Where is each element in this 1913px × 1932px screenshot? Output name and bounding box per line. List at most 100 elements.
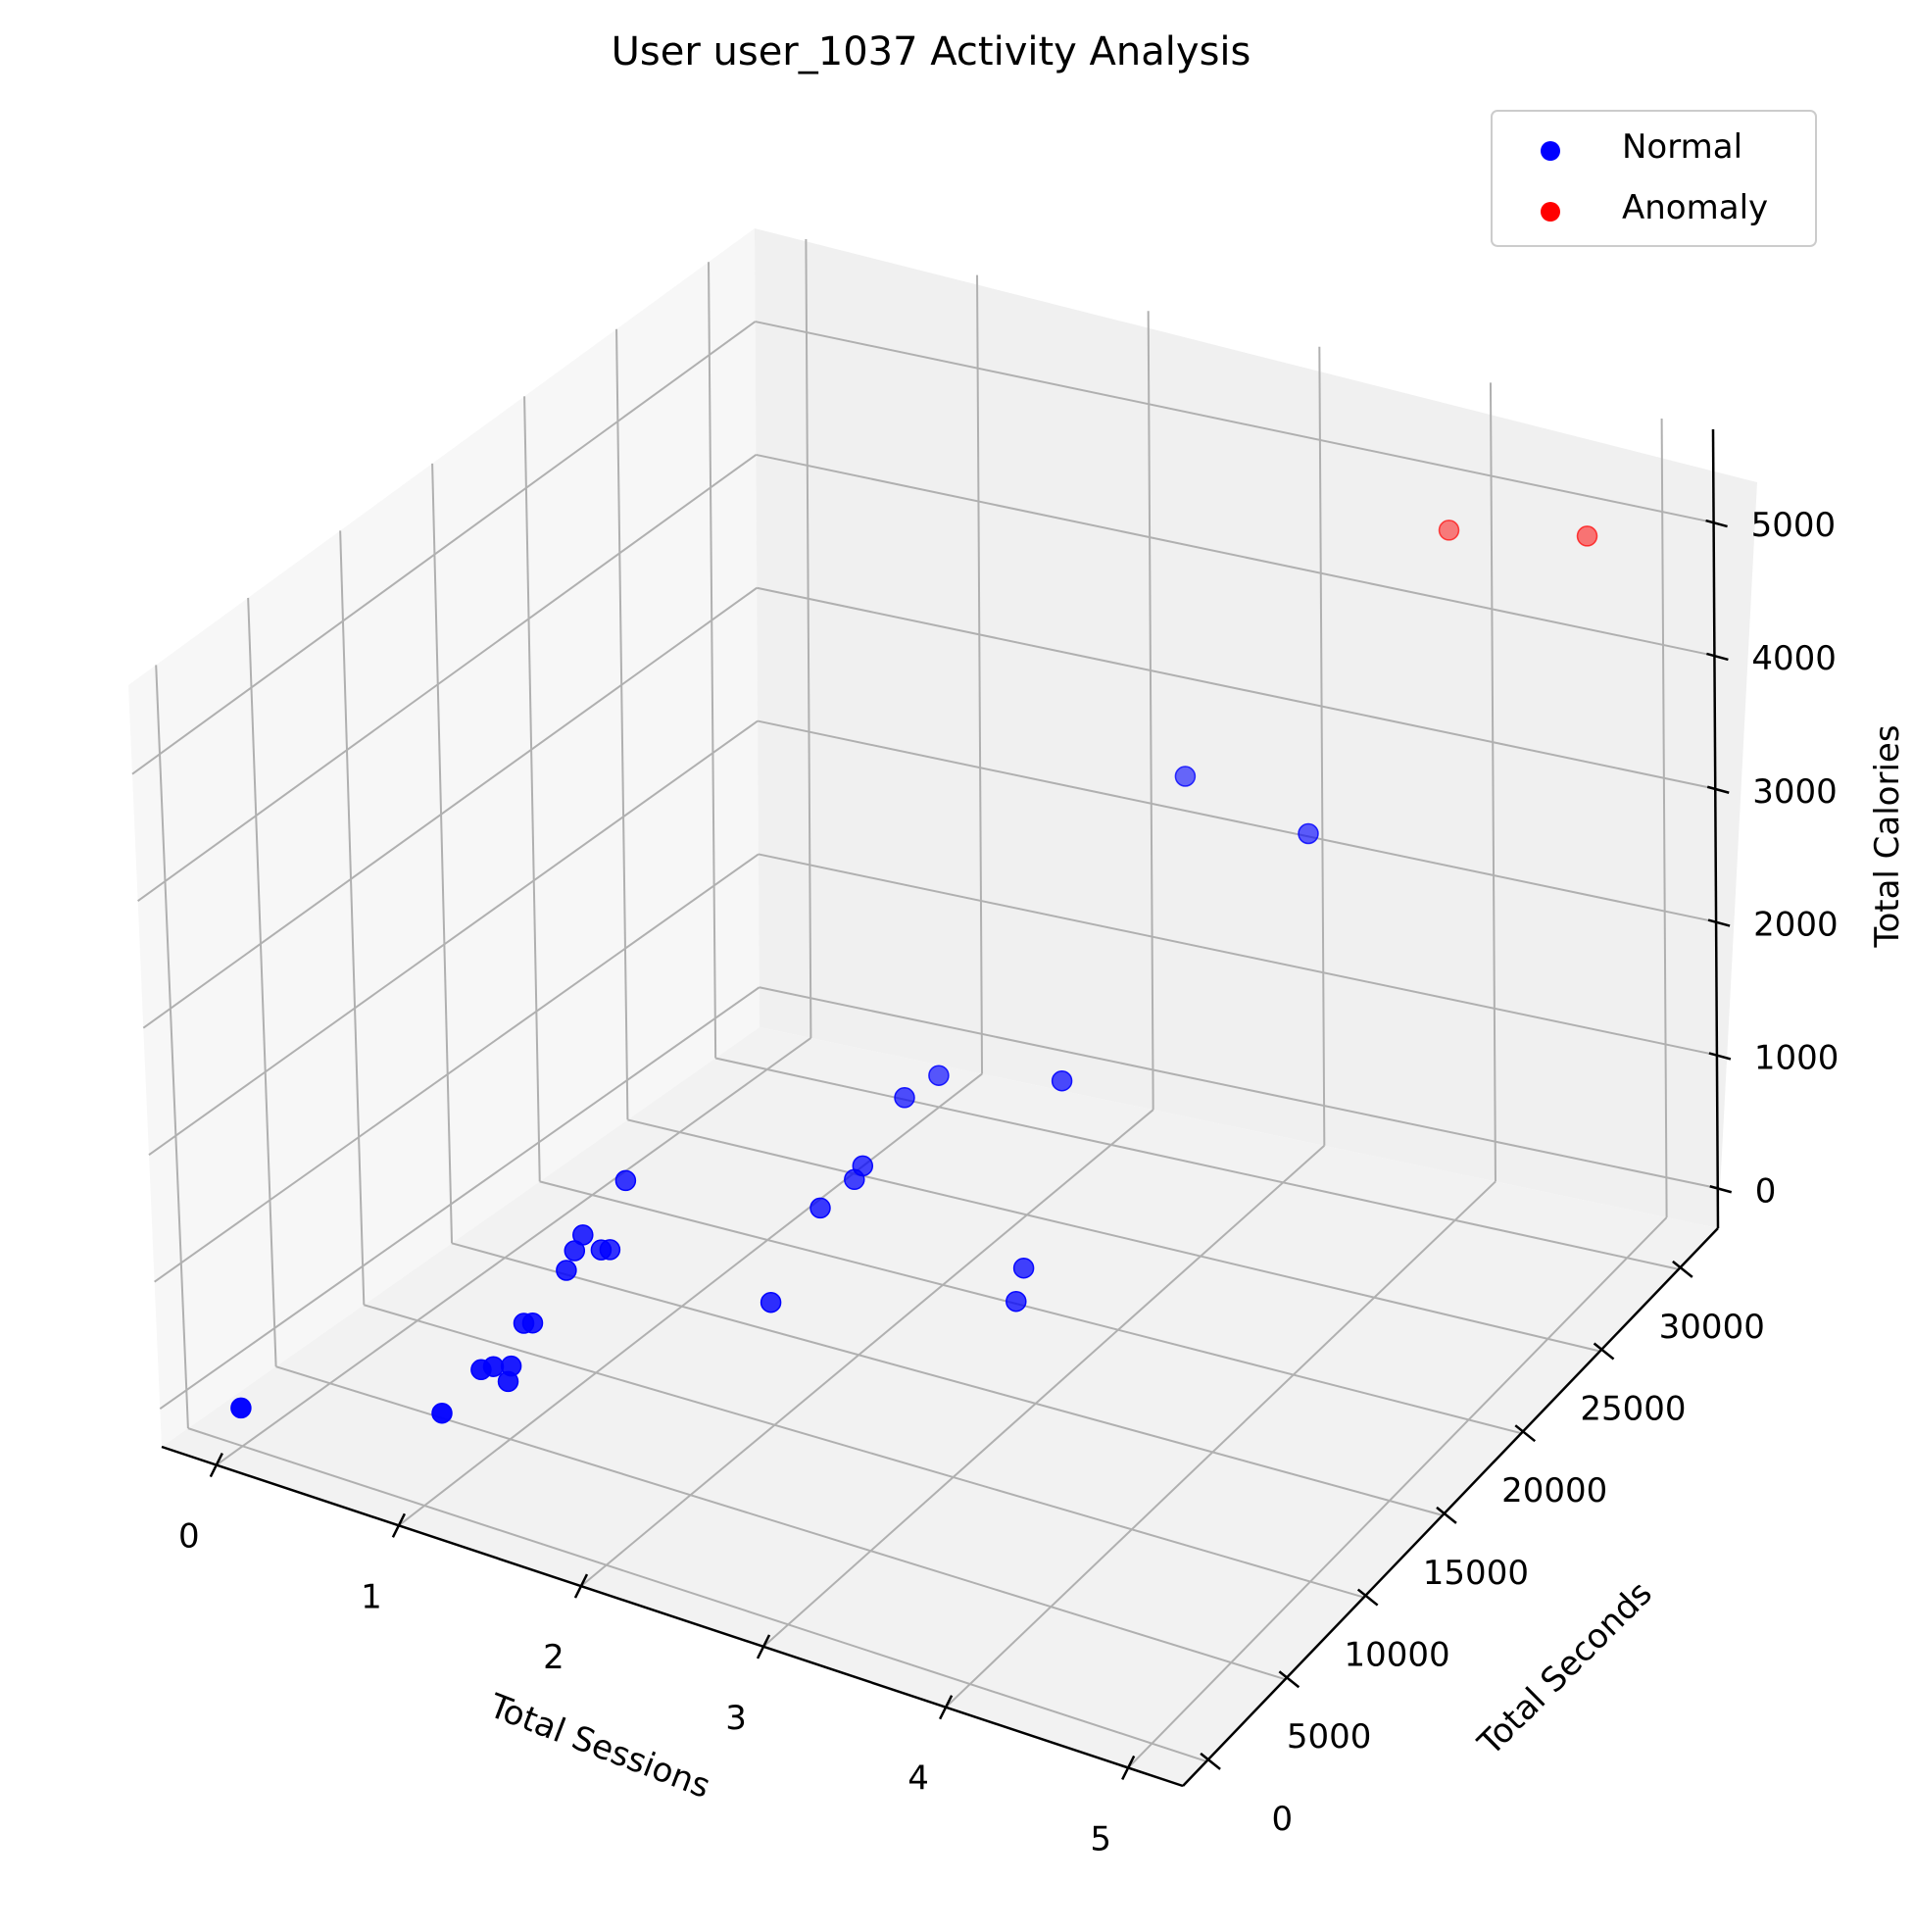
- normal-point: [614, 1169, 637, 1192]
- z-tick-label: 0: [1755, 1171, 1777, 1211]
- normal-point: [513, 1313, 535, 1334]
- gridline-y: [187, 1427, 1207, 1762]
- gridline-y: [451, 1242, 1444, 1516]
- y-tick-label: 0: [1271, 1800, 1293, 1839]
- y-tick-mark: [1356, 1588, 1379, 1607]
- z-tick-mark: [1706, 652, 1729, 662]
- x-tick-mark: [391, 1512, 407, 1538]
- z-tick-label: 5000: [1751, 506, 1837, 545]
- gridline-y: [708, 262, 717, 1059]
- normal-point: [844, 1168, 865, 1191]
- x-tick-label: 3: [725, 1699, 747, 1738]
- x-tick-mark: [938, 1695, 954, 1720]
- normal-point: [1006, 1290, 1027, 1313]
- gridline-x: [1489, 382, 1496, 1182]
- gridline-z: [142, 586, 758, 1029]
- normal-point: [556, 1260, 577, 1281]
- z-tick-mark: [1705, 519, 1728, 528]
- gridline-z: [758, 853, 1718, 1057]
- y-tick-mark: [1593, 1342, 1615, 1361]
- normal-point: [760, 1291, 782, 1313]
- normal-point: [1012, 1257, 1035, 1279]
- z-tick-mark: [1709, 1185, 1733, 1194]
- x-tick-mark: [573, 1573, 589, 1599]
- y-tick-mark: [1436, 1506, 1457, 1524]
- x-tick-label: 1: [361, 1577, 382, 1616]
- gridline-y: [523, 396, 541, 1182]
- gridline-y: [714, 1057, 1680, 1270]
- y-tick-label: 20000: [1501, 1471, 1607, 1511]
- gridline-y: [247, 597, 277, 1367]
- gridline-z: [756, 453, 1715, 657]
- gridline-z: [159, 986, 760, 1410]
- gridline-z: [137, 454, 758, 902]
- z-tick-mark: [1707, 918, 1731, 927]
- gridline-x: [762, 1145, 1325, 1648]
- legend: Normal Anomaly: [1491, 110, 1817, 247]
- gridline-z: [757, 586, 1716, 790]
- y-tick-label: 25000: [1580, 1390, 1686, 1429]
- floor-pane: [162, 1027, 1718, 1786]
- gridline-y: [431, 463, 454, 1244]
- z-tick-label: 3000: [1752, 772, 1838, 812]
- normal-point: [1051, 1069, 1073, 1092]
- gridline-x: [805, 238, 812, 1038]
- gridline-x: [945, 1180, 1496, 1709]
- normal-point: [809, 1197, 831, 1219]
- y-tick-mark: [1672, 1260, 1693, 1278]
- x-tick-label: 5: [1090, 1819, 1111, 1858]
- z-tick-mark: [1708, 1052, 1732, 1061]
- gridline-y: [364, 1304, 1364, 1599]
- legend-marker-anomaly: [1541, 202, 1560, 222]
- gridline-y: [539, 1180, 1522, 1435]
- z-axis-line: [1711, 428, 1720, 1229]
- z-axis-label: Total Calories: [1868, 724, 1907, 948]
- z-tick-label: 1000: [1754, 1038, 1839, 1077]
- gridline-y: [627, 1118, 1600, 1353]
- data-points: [230, 520, 1598, 1424]
- x-tick-label: 0: [178, 1517, 200, 1557]
- anomaly-point: [1576, 525, 1598, 547]
- y-tick-label: 15000: [1423, 1554, 1529, 1593]
- chart-title: User user_1037 Activity Analysis: [612, 29, 1251, 74]
- gridline-x: [398, 1072, 983, 1527]
- normal-point: [1174, 766, 1197, 787]
- x-tick-mark: [209, 1452, 223, 1478]
- normal-point: [497, 1370, 519, 1393]
- legend-marker-normal: [1541, 141, 1560, 161]
- x-axis-line: [161, 1445, 1184, 1788]
- gridline-z: [759, 986, 1718, 1190]
- gridline-z: [755, 321, 1714, 524]
- gridline-x: [976, 274, 984, 1074]
- gridline-x: [1147, 311, 1154, 1111]
- x-tick-label: 2: [543, 1638, 564, 1677]
- normal-point: [894, 1087, 915, 1109]
- y-tick-label: 5000: [1287, 1717, 1372, 1757]
- gridline-x: [216, 1037, 811, 1466]
- anomaly-point: [1438, 520, 1460, 541]
- y-tick-label: 10000: [1345, 1636, 1450, 1675]
- y-tick-mark: [1278, 1670, 1300, 1689]
- gridline-x: [1660, 419, 1668, 1218]
- normal-point: [590, 1239, 613, 1261]
- gridline-x: [1127, 1216, 1668, 1769]
- legend-box: [1491, 110, 1817, 247]
- normal-point: [1298, 822, 1319, 845]
- y-tick-mark: [1514, 1424, 1537, 1443]
- gridline-z: [757, 719, 1717, 923]
- gridline-x: [580, 1109, 1154, 1587]
- legend-label-normal: Normal: [1622, 127, 1742, 167]
- left-pane: [128, 228, 760, 1447]
- legend-label-anomaly: Anomaly: [1622, 188, 1768, 227]
- normal-point: [564, 1240, 586, 1262]
- gridline-y: [155, 665, 189, 1429]
- normal-point: [230, 1397, 252, 1419]
- gridline-z: [148, 719, 759, 1156]
- gridline-y: [615, 328, 629, 1120]
- y-tick-mark: [1200, 1752, 1221, 1770]
- y-tick-label: 30000: [1659, 1308, 1765, 1347]
- gridline-z: [154, 853, 760, 1283]
- gridline-z: [131, 321, 757, 775]
- z-tick-mark: [1706, 785, 1730, 794]
